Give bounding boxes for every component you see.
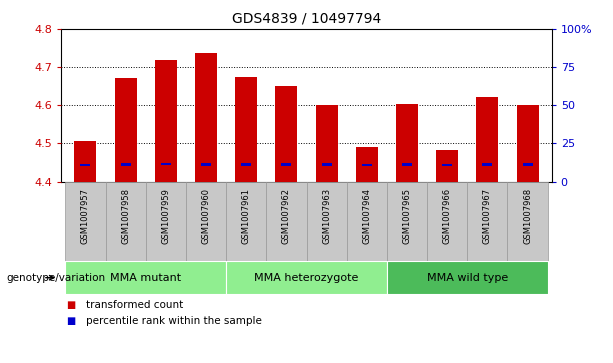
Bar xyxy=(146,182,186,261)
Text: transformed count: transformed count xyxy=(86,300,183,310)
Bar xyxy=(74,142,96,182)
Bar xyxy=(121,163,131,166)
Text: MMA heterozygote: MMA heterozygote xyxy=(254,273,359,283)
Text: ■: ■ xyxy=(67,300,80,310)
Text: GSM1007962: GSM1007962 xyxy=(282,188,291,244)
Bar xyxy=(517,105,539,182)
Text: MMA wild type: MMA wild type xyxy=(427,273,508,283)
Bar xyxy=(226,182,266,261)
Bar xyxy=(242,163,251,166)
Bar xyxy=(154,60,177,182)
Text: GSM1007957: GSM1007957 xyxy=(81,188,90,244)
Bar xyxy=(396,104,418,182)
Text: GSM1007958: GSM1007958 xyxy=(121,188,130,244)
Bar xyxy=(275,86,297,182)
Bar xyxy=(226,261,387,294)
Bar xyxy=(306,182,347,261)
Bar xyxy=(347,182,387,261)
Bar xyxy=(66,182,105,261)
Bar xyxy=(201,163,211,166)
Bar xyxy=(186,182,226,261)
Bar xyxy=(115,78,137,182)
Bar xyxy=(235,77,257,182)
Bar xyxy=(442,164,452,167)
Text: GSM1007963: GSM1007963 xyxy=(322,188,331,244)
Bar xyxy=(362,164,371,167)
Text: MMA mutant: MMA mutant xyxy=(110,273,181,283)
Bar xyxy=(508,182,547,261)
Bar xyxy=(402,163,412,166)
Text: genotype/variation: genotype/variation xyxy=(6,273,105,283)
Bar xyxy=(281,163,291,166)
Text: GSM1007959: GSM1007959 xyxy=(161,188,170,244)
Text: GSM1007964: GSM1007964 xyxy=(362,188,371,244)
Bar xyxy=(105,182,146,261)
Bar xyxy=(66,261,226,294)
Bar xyxy=(387,182,427,261)
Text: ■: ■ xyxy=(67,316,80,326)
Title: GDS4839 / 10497794: GDS4839 / 10497794 xyxy=(232,11,381,25)
Bar xyxy=(482,163,492,166)
Bar xyxy=(523,163,533,166)
Bar xyxy=(322,163,332,166)
Text: GSM1007961: GSM1007961 xyxy=(242,188,251,244)
Text: GSM1007960: GSM1007960 xyxy=(202,188,210,244)
Text: GSM1007967: GSM1007967 xyxy=(483,188,492,244)
Text: GSM1007965: GSM1007965 xyxy=(403,188,411,244)
Bar xyxy=(266,182,306,261)
Text: GSM1007968: GSM1007968 xyxy=(523,188,532,244)
Bar xyxy=(316,105,338,182)
Bar xyxy=(476,97,498,182)
Bar xyxy=(387,261,547,294)
Bar xyxy=(436,150,459,182)
Bar xyxy=(356,147,378,182)
Bar xyxy=(80,164,90,167)
Bar xyxy=(467,182,508,261)
Bar xyxy=(195,53,217,181)
Text: GSM1007966: GSM1007966 xyxy=(443,188,452,244)
Text: percentile rank within the sample: percentile rank within the sample xyxy=(86,316,262,326)
Bar xyxy=(161,163,171,165)
Bar xyxy=(427,182,467,261)
